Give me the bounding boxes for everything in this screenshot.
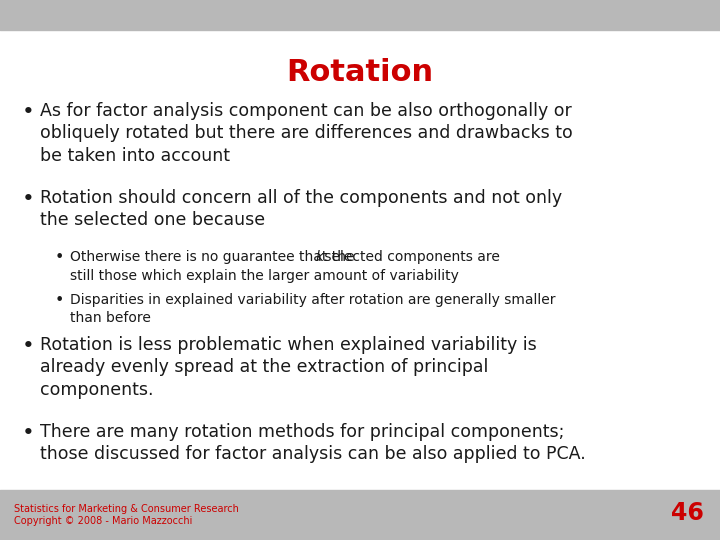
Text: Statistics for Marketing & Consumer Research: Statistics for Marketing & Consumer Rese…	[14, 504, 239, 514]
Text: •: •	[55, 293, 64, 308]
Text: still those which explain the larger amount of variability: still those which explain the larger amo…	[70, 269, 459, 284]
Text: There are many rotation methods for principal components;
those discussed for fa: There are many rotation methods for prin…	[40, 423, 586, 463]
Text: •: •	[22, 336, 35, 356]
Text: 46: 46	[671, 501, 704, 525]
Text: •: •	[55, 250, 64, 265]
Text: Rotation is less problematic when explained variability is
already evenly spread: Rotation is less problematic when explai…	[40, 336, 536, 399]
Text: •: •	[22, 423, 35, 443]
Text: Otherwise there is no guarantee that the: Otherwise there is no guarantee that the	[70, 250, 359, 264]
Text: Rotation should concern all of the components and not only
the selected one beca: Rotation should concern all of the compo…	[40, 188, 562, 229]
Text: As for factor analysis component can be also orthogonally or
obliquely rotated b: As for factor analysis component can be …	[40, 102, 572, 165]
Text: •: •	[22, 102, 35, 122]
Text: •: •	[22, 188, 35, 208]
Text: Copyright © 2008 - Mario Mazzocchi: Copyright © 2008 - Mario Mazzocchi	[14, 516, 192, 526]
Text: selected components are: selected components are	[320, 250, 500, 264]
Text: Disparities in explained variability after rotation are generally smaller
than b: Disparities in explained variability aft…	[70, 293, 556, 325]
Text: Rotation: Rotation	[287, 58, 433, 87]
Text: k: k	[316, 250, 324, 264]
